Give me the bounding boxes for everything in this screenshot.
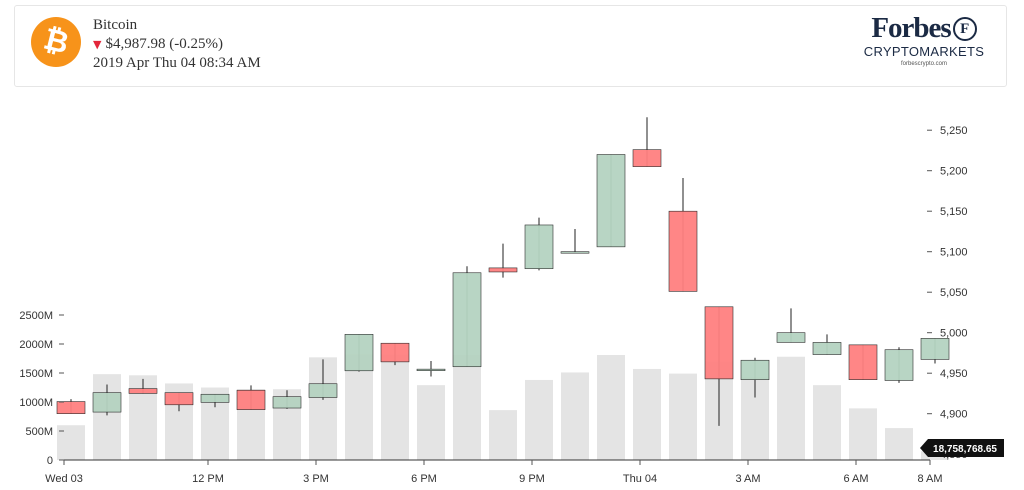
volume-bar	[345, 354, 373, 460]
candle-body	[632, 149, 662, 167]
candle-body	[524, 224, 554, 270]
price-tick-label: 4,900	[940, 409, 968, 421]
ticker-info: Bitcoin ▼ $4,987.98 (-0.25%) 2019 Apr Th…	[93, 16, 261, 73]
volume-bar	[381, 354, 409, 460]
candle-body	[704, 306, 734, 380]
forbes-logo[interactable]: Forbes F CRYPTOMARKETS forbescrypto.com	[858, 12, 990, 67]
candle-body	[848, 344, 878, 380]
volume-tick-label: 1000M	[19, 397, 53, 409]
price-tick-label: 5,250	[940, 125, 968, 137]
x-tick-label: 12 PM	[192, 473, 224, 485]
volume-bar	[633, 368, 661, 460]
volume-bar	[849, 408, 877, 460]
volume-bar	[777, 356, 805, 460]
candle-body	[740, 359, 770, 380]
volume-bar	[453, 355, 481, 460]
x-tick-label: 3 PM	[303, 473, 329, 485]
volume-bar	[489, 410, 517, 460]
candle-body	[272, 396, 302, 409]
volume-tick-label: 2000M	[19, 339, 53, 351]
price-value: $4,987.98 (-0.25%)	[105, 36, 223, 52]
bitcoin-icon: ₿	[31, 17, 81, 67]
brand-url: forbescrypto.com	[900, 61, 948, 67]
volume-bar	[525, 379, 553, 460]
candle-body	[200, 393, 230, 403]
candle-body	[164, 392, 194, 406]
price-tick-label: 5,000	[940, 328, 968, 340]
triangle-down-icon: ▼	[93, 38, 102, 51]
candle-body	[560, 251, 590, 254]
price-tick-label: 4,950	[940, 368, 968, 380]
volume-bar	[561, 372, 589, 460]
candle-body	[380, 342, 410, 363]
x-tick-label: 9 PM	[519, 473, 545, 485]
candle-body	[56, 401, 86, 414]
price-row: ▼ $4,987.98 (-0.25%)	[93, 35, 261, 54]
candle-body	[344, 334, 374, 372]
volume-tick-label: 2500M	[19, 310, 53, 322]
timestamp: 2019 Apr Thu 04 08:34 AM	[93, 55, 261, 71]
price-tick-label: 5,150	[940, 206, 968, 218]
x-tick-label: 6 AM	[843, 473, 868, 485]
candle-body	[92, 392, 122, 413]
volume-tick-label: 0	[47, 455, 53, 467]
brand-subtitle: CRYPTOMARKETS	[863, 44, 985, 59]
candle-body	[452, 272, 482, 368]
candle-body	[596, 154, 626, 248]
volume-tick-label: 1500M	[19, 368, 53, 380]
candle-body	[416, 368, 446, 371]
price-tick-label: 5,050	[940, 287, 968, 299]
volume-bar	[885, 428, 913, 460]
candle-body	[776, 332, 806, 343]
current-value-badge	[920, 439, 1004, 457]
candle-body	[308, 383, 338, 398]
candle-body	[668, 210, 698, 292]
volume-bar	[417, 385, 445, 460]
volume-tick-label: 500M	[25, 426, 53, 438]
price-tick-label: 5,200	[940, 166, 968, 178]
x-tick-label: Thu 04	[623, 473, 657, 485]
candle-body	[128, 388, 158, 394]
x-tick-label: 6 PM	[411, 473, 437, 485]
current-value-label: 18,758,768.65	[933, 444, 997, 455]
candle-body	[812, 342, 842, 355]
candle-body	[920, 338, 950, 360]
candle-body	[488, 267, 518, 273]
candle-body	[884, 349, 914, 381]
ticker-header: ₿ Bitcoin ▼ $4,987.98 (-0.25%) 2019 Apr …	[14, 5, 1007, 87]
x-tick-label: 8 AM	[917, 473, 942, 485]
brand-wordmark: Forbes	[871, 12, 951, 44]
coin-name: Bitcoin	[93, 17, 138, 33]
volume-bar	[813, 385, 841, 460]
x-tick-label: Wed 03	[45, 473, 83, 485]
volume-bar	[57, 425, 85, 460]
volume-bar	[597, 355, 625, 460]
volume-bar	[669, 373, 697, 460]
x-tick-label: 3 AM	[735, 473, 760, 485]
forbes-badge-icon: F	[952, 16, 977, 41]
price-tick-label: 5,100	[940, 247, 968, 259]
candle-body	[236, 389, 266, 410]
